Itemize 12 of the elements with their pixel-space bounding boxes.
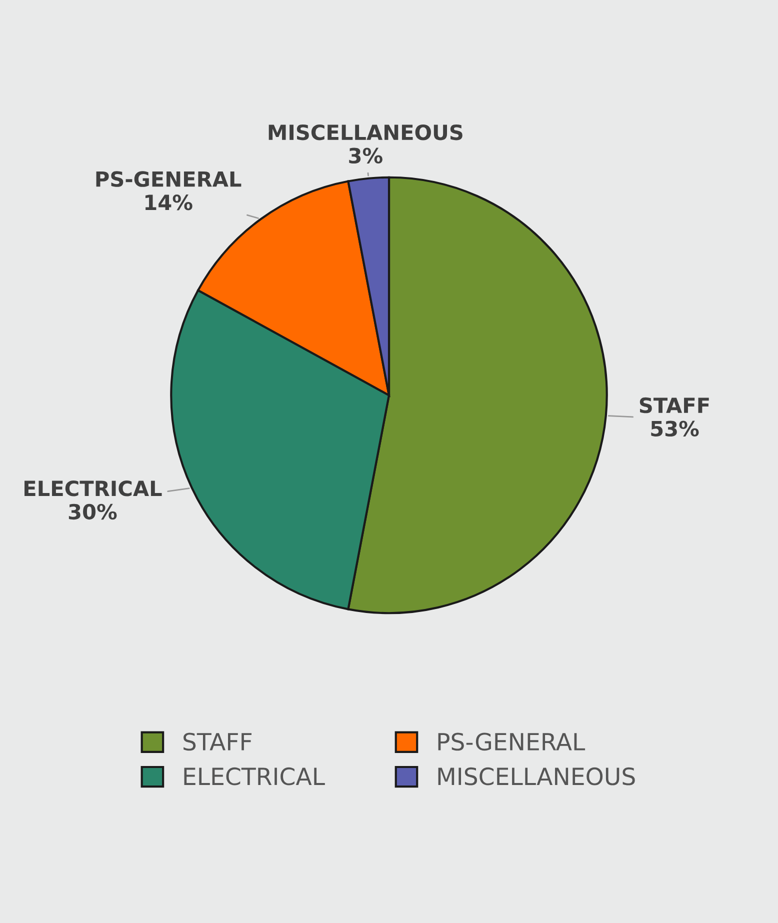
slice-label: PS-GENERAL	[96, 171, 242, 187]
legend-label: STAFF	[184, 732, 252, 751]
legend-label: MISCELLANEOUS	[438, 767, 635, 786]
slice-label: ELECTRICAL	[24, 480, 162, 496]
legend-label: PS-GENERAL	[438, 732, 586, 751]
slice-label: STAFF	[640, 397, 709, 414]
data-label: 3%	[349, 148, 382, 164]
slice-label: MISCELLANEOUS	[268, 124, 462, 140]
data-label: 14%	[145, 194, 192, 210]
data-label: 53%	[651, 420, 699, 437]
data-label: 30%	[68, 504, 117, 520]
legend-label: ELECTRICAL	[184, 767, 325, 786]
